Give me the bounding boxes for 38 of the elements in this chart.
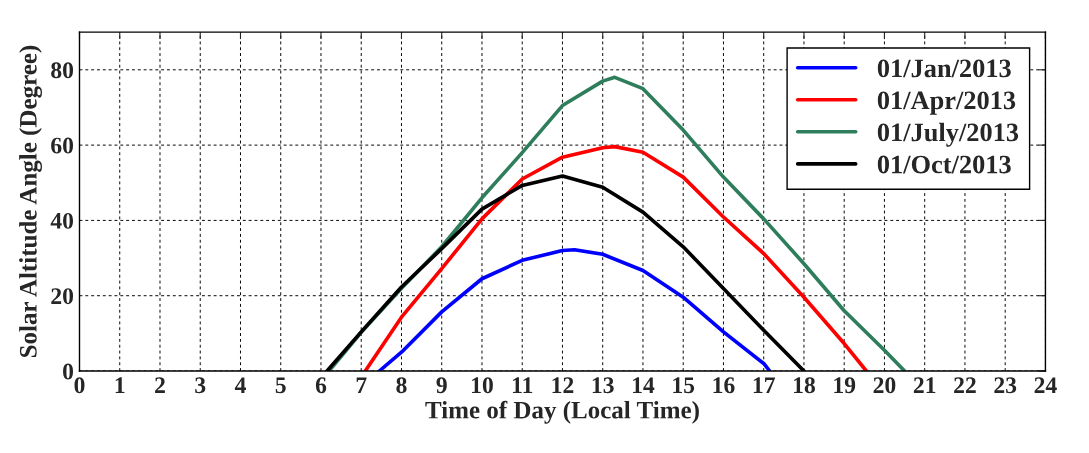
x-tick-label: 14	[633, 377, 655, 393]
x-tick-label: 21	[913, 377, 936, 393]
x-axis-title: Time of Day (Local Time)	[425, 400, 699, 424]
y-tick-label: 60	[51, 137, 74, 154]
y-tick-label: 20	[51, 288, 74, 305]
x-tick-label: 6	[315, 377, 327, 394]
x-tick-label: 22	[954, 377, 976, 393]
x-tick-label: 13	[592, 377, 614, 394]
legend-label: 01/July/2013	[877, 122, 1019, 147]
x-tick-label: 19	[834, 377, 856, 394]
y-tick-label: 80	[51, 62, 74, 79]
x-tick-label: 12	[552, 377, 574, 393]
line-series	[363, 144, 869, 372]
y-tick-label: 0	[63, 363, 74, 380]
x-tick-label: 5	[275, 377, 286, 394]
x-tick-label: 4	[234, 377, 246, 393]
x-tick-label: 17	[753, 377, 775, 393]
x-tick-label: 16	[713, 377, 735, 394]
legend-label: 01/Apr/2013	[877, 91, 1016, 115]
x-tick-label: 10	[472, 377, 493, 394]
x-tick-label: 8	[396, 377, 407, 394]
x-tick-label: 9	[436, 377, 447, 394]
x-tick-label: 24	[1034, 377, 1057, 393]
x-tick-label: 23	[994, 377, 1017, 394]
x-tick-label: 2	[155, 377, 165, 393]
x-tick-label: 11	[512, 377, 533, 393]
x-tick-label: 15	[673, 377, 695, 394]
x-tick-label: 0	[74, 377, 85, 394]
x-tick-label: 18	[794, 377, 815, 394]
x-tick-label: 7	[356, 377, 367, 393]
x-tick-label: 3	[195, 377, 206, 394]
line-series	[377, 247, 772, 372]
y-axis-title: Solar Altitude Angle (Degree)	[19, 45, 42, 358]
legend-label: 01/Oct/2013	[877, 155, 1011, 174]
x-tick-label: 20	[873, 377, 896, 394]
legend-label: 01/Jan/2013	[877, 59, 1011, 78]
y-tick-label: 40	[50, 212, 74, 229]
x-tick-label: 1	[115, 377, 125, 393]
